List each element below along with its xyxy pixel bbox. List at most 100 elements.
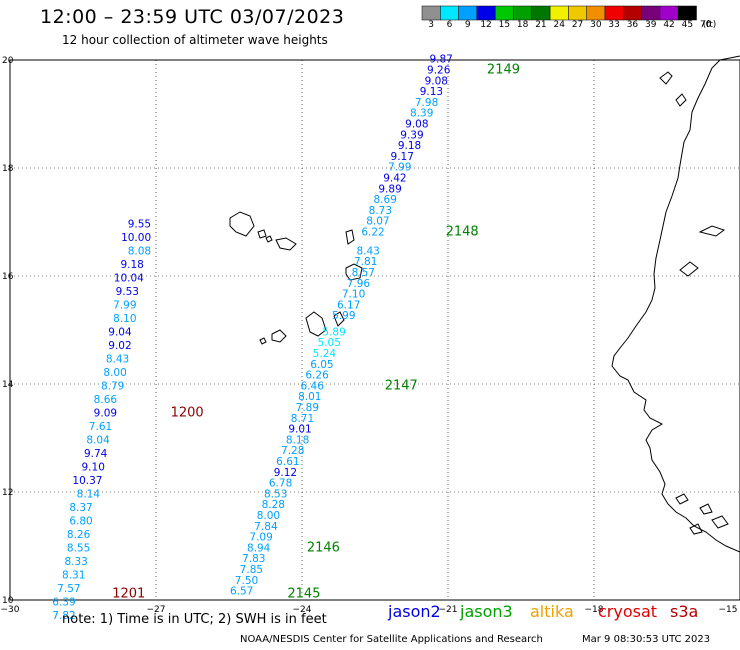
swh-reading: 6.05 — [310, 359, 333, 371]
legend-tick-label: 39 — [645, 20, 657, 30]
swh-reading: 8.43 — [106, 353, 129, 365]
swh-reading: 9.89 — [378, 183, 401, 195]
swh-reading: 9.08 — [405, 119, 428, 131]
swh-reading: 9.09 — [94, 407, 117, 419]
legend-swatch — [513, 5, 533, 21]
swh-reading: 8.00 — [257, 510, 280, 522]
page-title: 12:00 – 23:59 UTC 03/07/2023 — [40, 6, 345, 28]
satellite-name: s3a — [670, 602, 699, 621]
map-grid: −30 −27 −24 −21 −18 −15 20 18 16 14 12 10 — [1, 56, 740, 615]
coastal-detail — [698, 225, 726, 237]
longitude-label: −27 — [147, 605, 166, 615]
swh-reading: 9.17 — [391, 151, 414, 163]
swh-reading: 7.10 — [342, 289, 365, 301]
legend-unit: (ft) — [702, 20, 717, 30]
swh-reading: 10.37 — [72, 475, 102, 487]
legend-swatch — [458, 5, 478, 21]
legend-tick-label: 42 — [663, 20, 675, 30]
swh-reading: 5.05 — [318, 337, 341, 349]
bissagos-island — [699, 503, 713, 515]
swh-reading: 5.99 — [332, 310, 355, 322]
swh-reading: 9.87 — [429, 54, 452, 66]
legend-swatch — [531, 5, 551, 21]
pass-number-label: 1200 — [171, 405, 204, 420]
cape-verde-santo-antao — [229, 211, 255, 237]
satellite-name: altika — [530, 602, 574, 621]
swh-reading: 8.69 — [374, 194, 397, 206]
cape-verde-sao-nicolau — [275, 237, 297, 251]
swh-reading: 9.02 — [108, 340, 131, 352]
pass-number-label: 1201 — [112, 586, 145, 601]
swh-reading: 9.39 — [400, 129, 423, 141]
swh-reading: 8.53 — [264, 488, 287, 500]
swh-reading: 10.00 — [121, 232, 151, 244]
satellite-name: jason3 — [460, 602, 513, 621]
swh-reading: 8.07 — [366, 216, 389, 228]
swh-reading: 9.12 — [274, 467, 297, 479]
swh-reading: 5.24 — [313, 348, 337, 360]
longitude-label: −21 — [439, 605, 458, 615]
swh-reading: 8.71 — [291, 413, 314, 425]
landmass — [229, 55, 740, 553]
latitude-label: 16 — [2, 272, 14, 282]
swh-reading: 9.42 — [383, 173, 406, 185]
swh-reading: 10.04 — [114, 272, 144, 284]
swh-reading: 7.50 — [235, 575, 258, 587]
swh-reading: 9.18 — [398, 140, 421, 152]
latitude-label: 18 — [2, 164, 14, 174]
swh-reading: 8.26 — [67, 529, 91, 541]
swh-reading: 8.14 — [77, 488, 101, 500]
cape-verde-sal — [345, 229, 355, 245]
pass-number-label: 2146 — [307, 540, 340, 555]
pass-number-label: 2148 — [446, 225, 479, 240]
legend-tick-label: 15 — [498, 20, 511, 30]
legend-tick-label: 24 — [553, 20, 565, 30]
cape-verde-sao-vicente — [257, 229, 267, 239]
pass-number-label: 2145 — [287, 586, 320, 601]
bissagos-island — [711, 515, 729, 529]
swh-reading: 8.08 — [128, 245, 151, 257]
bissagos-island — [689, 523, 703, 535]
swh-reading: 8.66 — [94, 394, 118, 406]
latitude-label: 10 — [2, 596, 14, 606]
legend-swatch — [476, 5, 496, 21]
page-subtitle: 12 hour collection of altimeter wave hei… — [62, 33, 328, 47]
legend-tick-label: 21 — [535, 20, 547, 30]
swh-reading: 9.26 — [427, 65, 451, 77]
legend-swatch — [494, 5, 514, 21]
swh-reading: 7.98 — [415, 97, 438, 109]
swh-reading: 7.57 — [57, 583, 80, 595]
swh-reading: 9.10 — [82, 461, 105, 473]
swh-reading: 6.61 — [276, 456, 299, 468]
swh-reading: 6.17 — [337, 299, 360, 311]
legend-tick-label: 6 — [446, 20, 453, 30]
longitude-label: −18 — [585, 605, 604, 615]
legend-swatch — [623, 5, 642, 21]
legend-swatch — [659, 5, 679, 21]
altimeter-passes: 9.5510.008.089.1810.049.537.998.109.049.… — [52, 54, 453, 622]
legend-swatch — [641, 5, 661, 21]
cape-verde-fogo — [271, 329, 287, 343]
canary-island — [659, 71, 673, 85]
swh-reading: 7.99 — [388, 162, 411, 174]
swh-reading: 8.55 — [67, 542, 90, 554]
swh-reading: 8.73 — [369, 205, 392, 217]
bissagos-island — [675, 493, 689, 505]
legend-swatch — [677, 5, 697, 21]
swh-reading: 7.61 — [89, 421, 112, 433]
legend-tick-label: 36 — [626, 20, 639, 30]
legend-swatch — [568, 5, 587, 21]
generation-timestamp: Mar 9 08:30:53 UTC 2023 — [582, 634, 711, 645]
swh-reading: 9.13 — [420, 86, 443, 98]
canary-island — [675, 93, 687, 107]
legend-tick-label: 18 — [516, 20, 529, 30]
legend-tick-label: 70 — [699, 20, 712, 30]
swh-reading: 7.82 — [52, 610, 75, 622]
legend-tick-label: 12 — [480, 20, 492, 30]
color-legend — [421, 5, 697, 21]
swh-reading: 8.31 — [62, 569, 85, 581]
legend-tick-label: 9 — [464, 20, 471, 30]
pass-labels: 2149 2148 2147 2146 2145 1200 1201 — [112, 63, 520, 602]
legend-tick-label: 45 — [681, 20, 694, 30]
